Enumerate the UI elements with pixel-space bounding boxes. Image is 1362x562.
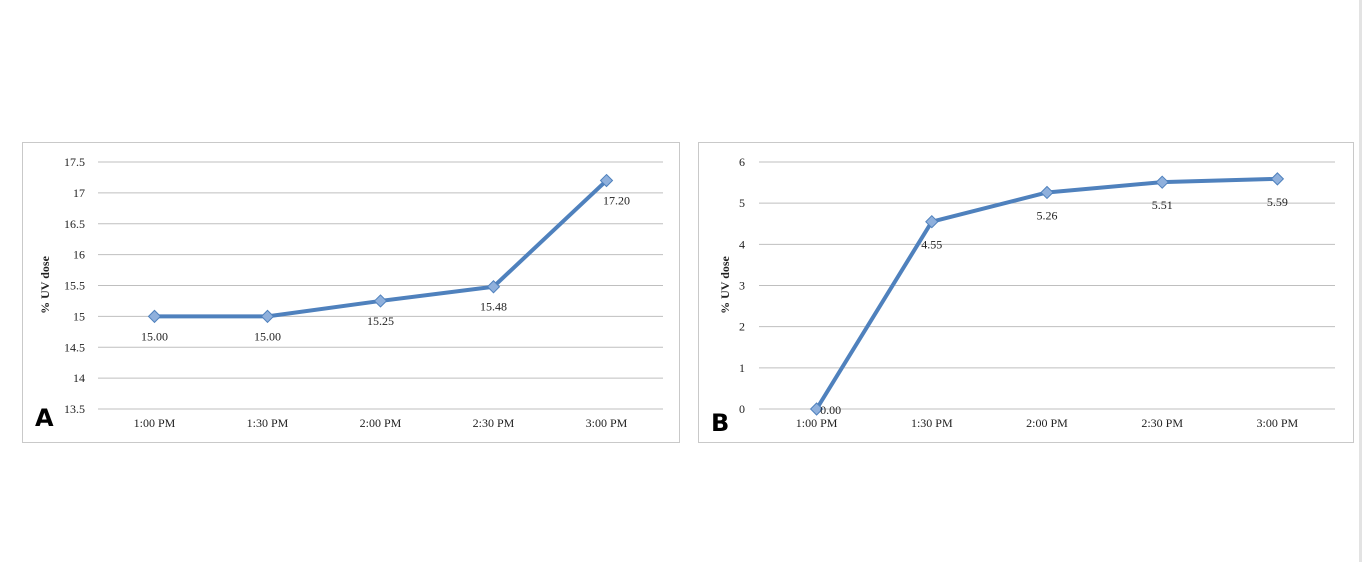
x-tick-label: 1:30 PM	[911, 416, 953, 430]
x-tick-label: 1:30 PM	[247, 416, 289, 430]
y-tick-label: 14.5	[64, 340, 85, 354]
y-tick-label: 16.5	[64, 217, 85, 231]
x-tick-label: 1:00 PM	[134, 416, 176, 430]
data-point-marker	[599, 173, 614, 188]
y-axis-label: % UV dose	[38, 255, 52, 313]
y-tick-label: 6	[739, 155, 745, 169]
data-point-marker	[925, 214, 939, 229]
data-label: 15.25	[367, 314, 394, 328]
chart-b-svg: 6 5 4 3 2 1 0 1:00 PM 1:30 PM 2:00 PM 2:30 PM 3:00 …	[718, 155, 1335, 430]
x-tick-label: 2:00 PM	[360, 416, 402, 430]
y-tick-label: 5	[739, 196, 745, 210]
y-tick-label: 3	[739, 279, 745, 293]
data-point-marker	[260, 309, 275, 324]
data-point-marker	[809, 402, 824, 416]
data-label: 4.55	[921, 238, 942, 252]
y-tick-label: 2	[739, 320, 745, 334]
data-point-marker	[1270, 172, 1285, 186]
y-tick-label: 1	[739, 361, 745, 375]
y-tick-label: 0	[739, 402, 745, 416]
y-tick-label: 14	[73, 371, 85, 385]
x-tick-label: 2:30 PM	[473, 416, 515, 430]
panel-label-a: A	[35, 404, 54, 432]
y-tick-label: 17.5	[64, 155, 85, 169]
data-label: 5.26	[1037, 208, 1058, 222]
data-label: 17.20	[603, 194, 630, 208]
page-edge	[1359, 0, 1362, 562]
x-tick-label: 2:00 PM	[1026, 416, 1068, 430]
data-label: 5.51	[1152, 198, 1173, 212]
panel-label-b: B	[711, 409, 730, 437]
y-tick-label: 16	[73, 248, 85, 262]
data-label: 0.00	[820, 403, 841, 417]
y-axis-label: % UV dose	[718, 255, 732, 313]
x-tick-label: 3:00 PM	[1257, 416, 1299, 430]
y-tick-label: 13.5	[64, 402, 85, 416]
y-tick-label: 4	[739, 237, 745, 251]
chart-panel-b: 6 5 4 3 2 1 0 1:00 PM 1:30 PM 2:00 PM 2:30 PM 3:00 …	[698, 142, 1354, 443]
chart-panel-a: 17.5 17 16.5 16 15.5 15 14.5 14 13.5 1:00 PM 1:30 …	[22, 142, 680, 443]
x-tick-label: 3:00 PM	[586, 416, 628, 430]
data-point-marker	[1155, 175, 1169, 189]
data-point-marker	[486, 280, 501, 294]
data-label: 15.48	[480, 300, 507, 314]
x-tick-label: 2:30 PM	[1141, 416, 1183, 430]
data-label: 5.59	[1267, 195, 1288, 209]
data-point-marker	[147, 309, 162, 324]
y-tick-label: 17	[73, 186, 85, 200]
data-point-marker	[1040, 185, 1054, 200]
x-tick-label: 1:00 PM	[796, 416, 838, 430]
data-point-marker	[373, 294, 388, 308]
y-tick-label: 15.5	[64, 279, 85, 293]
y-tick-label: 15	[73, 309, 85, 323]
data-label: 15.00	[254, 329, 281, 343]
chart-a-svg: 17.5 17 16.5 16 15.5 15 14.5 14 13.5 1:00 PM 1:30 …	[38, 155, 663, 430]
data-label: 15.00	[141, 329, 168, 343]
